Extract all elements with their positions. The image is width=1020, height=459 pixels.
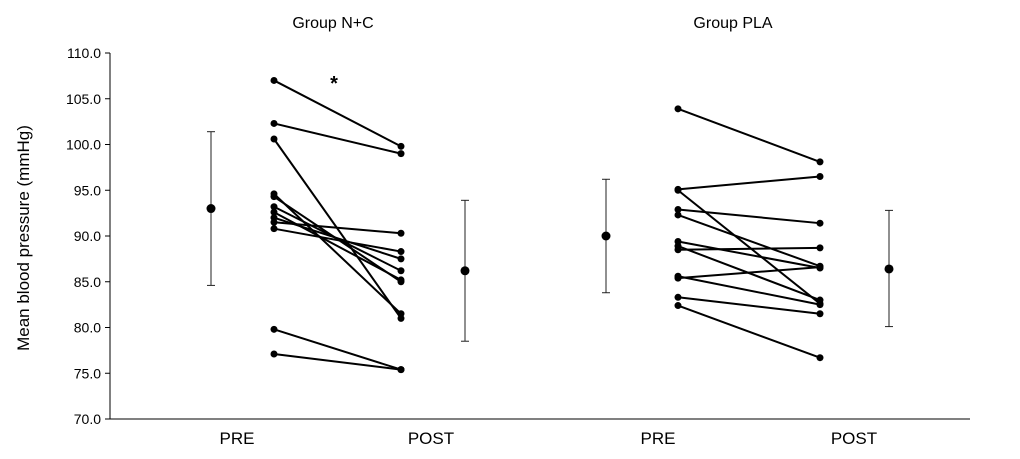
y-tick-label: 95.0 [74, 182, 101, 198]
group-pla-marks [601, 105, 894, 362]
subject-line [273, 328, 402, 371]
subject-line [273, 211, 402, 281]
subject-line [677, 208, 821, 225]
subject-point-pre [270, 350, 278, 358]
group-nc-marks [206, 76, 470, 374]
y-tick-label: 105.0 [66, 91, 101, 107]
subject-point-post [397, 366, 405, 374]
subject-point-post [397, 310, 405, 318]
y-tick-label: 80.0 [74, 320, 101, 336]
y-tick-label: 90.0 [74, 228, 101, 244]
subject-point-post [816, 244, 824, 252]
y-tick-label: 100.0 [66, 137, 101, 153]
subject-point-post [816, 354, 824, 362]
y-axis-title: Mean blood pressure (mmHg) [14, 125, 33, 351]
subject-line [677, 275, 821, 306]
subject-line [677, 189, 821, 305]
subject-point-pre [270, 208, 278, 216]
subject-point-post [397, 229, 405, 237]
mean-point [206, 204, 216, 214]
subject-point-pre [674, 246, 682, 254]
subject-line [677, 304, 821, 359]
x-label-pre-pla: PRE [641, 429, 676, 448]
mean-point [884, 264, 894, 274]
subject-line [273, 221, 402, 235]
y-tick-label: 85.0 [74, 274, 101, 290]
subject-line [273, 122, 402, 155]
subject-line [273, 79, 402, 148]
subject-point-post [816, 158, 824, 166]
subject-line [677, 214, 821, 268]
subject-line [273, 227, 402, 253]
subject-point-pre [674, 105, 682, 113]
significance-marker: * [330, 73, 338, 95]
subject-point-pre [674, 186, 682, 194]
subject-line [273, 353, 402, 371]
subject-point-post [397, 150, 405, 158]
subject-point-pre [270, 225, 278, 233]
subject-line [677, 107, 821, 163]
subject-point-post [816, 263, 824, 271]
subject-point-post [397, 255, 405, 263]
y-ticks: 70.0 75.0 80.0 85.0 90.0 95.0 100.0 105.0 110.0 [66, 45, 110, 427]
subject-line [677, 240, 821, 270]
subject-point-pre [270, 76, 278, 84]
subject-line [677, 175, 821, 191]
mean-point [601, 231, 611, 241]
subject-point-pre [270, 135, 278, 143]
subject-point-pre [270, 218, 278, 226]
subject-point-pre [674, 293, 682, 301]
subject-point-pre [674, 205, 682, 213]
subject-point-pre [270, 119, 278, 127]
y-tick-label: 70.0 [74, 411, 101, 427]
subject-point-post [816, 310, 824, 318]
x-label-pre-nc: PRE [220, 429, 255, 448]
subject-point-pre [674, 211, 682, 219]
subject-point-post [397, 142, 405, 150]
subject-point-post [397, 267, 405, 275]
x-label-post-nc: POST [408, 429, 454, 448]
subject-point-post [816, 219, 824, 227]
subject-point-pre [674, 302, 682, 310]
subject-point-pre [270, 193, 278, 201]
subject-point-post [397, 276, 405, 284]
x-label-post-pla: POST [831, 429, 877, 448]
y-tick-label: 110.0 [67, 45, 101, 61]
subject-point-post [816, 301, 824, 309]
mean-point [460, 266, 470, 276]
group-title-nc: Group N+C [292, 15, 373, 32]
subject-point-post [816, 173, 824, 181]
y-tick-label: 75.0 [74, 365, 101, 381]
subject-line [677, 266, 821, 280]
subject-point-pre [270, 325, 278, 333]
group-title-pla: Group PLA [693, 15, 772, 32]
subject-line [677, 246, 821, 251]
subject-line [273, 193, 402, 315]
subject-point-pre [270, 203, 278, 211]
subject-line [677, 296, 821, 315]
subject-point-post [397, 248, 405, 256]
subject-point-pre [674, 274, 682, 282]
